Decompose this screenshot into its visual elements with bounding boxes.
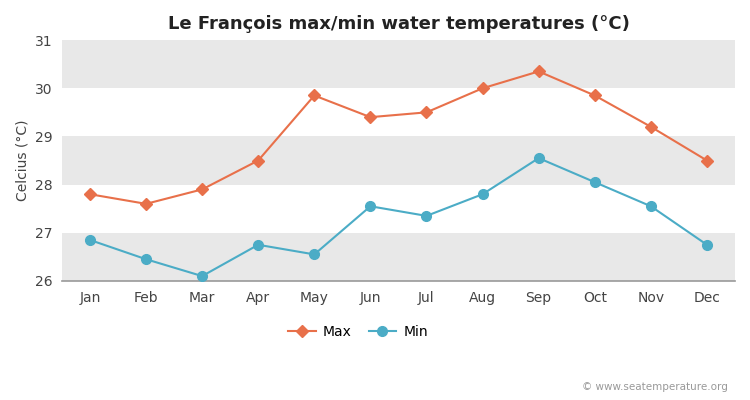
Min [646,204,656,209]
Legend: Max, Min: Max, Min [283,319,434,344]
Min [534,156,543,160]
Bar [62,184,735,233]
Max [198,187,207,192]
Bar [62,88,735,136]
Max [310,93,319,98]
Max [534,69,543,74]
Text: © www.seatemperature.org: © www.seatemperature.org [582,382,728,392]
Max [478,86,487,91]
Min [366,204,375,209]
Min [198,274,207,278]
Min [254,242,262,247]
Min [310,252,319,257]
Min [142,257,151,262]
Bar [62,40,735,88]
Min [590,180,599,184]
Line: Max: Max [86,67,711,208]
Bar [62,136,735,184]
Title: Le François max/min water temperatures (°C): Le François max/min water temperatures (… [167,15,629,33]
Min [422,214,431,218]
Max [366,115,375,120]
Min [703,242,712,247]
Max [646,124,656,129]
Line: Min: Min [85,153,712,281]
Max [422,110,431,115]
Min [86,238,94,242]
Bar [62,233,735,281]
Y-axis label: Celcius (°C): Celcius (°C) [15,120,29,201]
Max [703,158,712,163]
Max [86,192,94,197]
Max [142,202,151,206]
Min [478,192,487,197]
Max [590,93,599,98]
Max [254,158,262,163]
